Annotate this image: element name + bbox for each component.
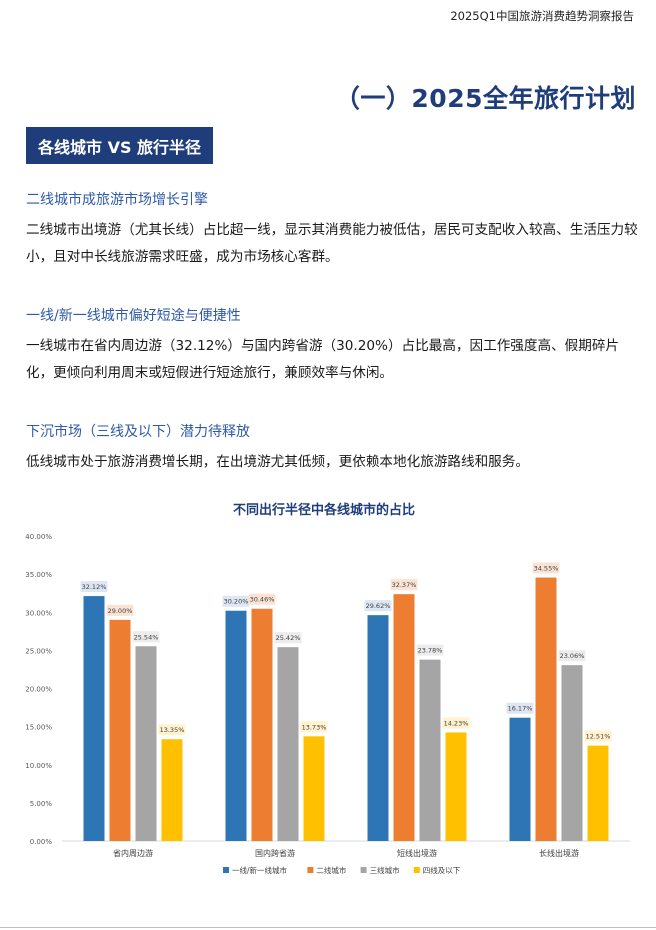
legend-label: 二线城市 xyxy=(316,865,346,875)
legend-swatch xyxy=(360,867,367,873)
y-tick-label: 10.00% xyxy=(25,762,52,770)
insight-text: 低线城市处于旅游消费增长期，在出境游尤其低频，更依赖本地化旅游路线和服务。 xyxy=(26,454,529,470)
section-title: （一）2025全年旅行计划 xyxy=(334,84,636,113)
data-label: 32.12% xyxy=(82,583,107,591)
data-label: 13.35% xyxy=(160,726,185,734)
bar xyxy=(587,745,609,841)
data-label: 16.17% xyxy=(508,705,533,713)
data-label-bg xyxy=(416,644,444,656)
bar xyxy=(509,717,531,841)
data-label: 12.51% xyxy=(586,733,611,741)
insight-heading: 一线/新一线城市偏好短途与便捷性 xyxy=(26,308,241,324)
legend-label: 一线/新一线城市 xyxy=(232,865,288,875)
x-tick-label: 长线出境游 xyxy=(539,848,579,858)
data-label: 23.06% xyxy=(560,652,585,660)
y-tick-label: 30.00% xyxy=(25,609,52,617)
data-label-bg xyxy=(390,579,418,591)
bar xyxy=(83,596,105,841)
legend-swatch xyxy=(223,867,229,873)
data-label-bg xyxy=(274,632,302,644)
insight-text: 一线城市在省内周边游（32.12%）与国内跨省游（30.20%）占比最高，因工作… xyxy=(26,338,620,381)
x-tick-label: 短线出境游 xyxy=(397,848,437,858)
legend-label: 四线及以下 xyxy=(423,865,461,875)
legend-swatch xyxy=(307,867,314,873)
data-label: 23.78% xyxy=(418,647,443,655)
data-label-bg xyxy=(442,717,470,729)
data-label-bg xyxy=(300,721,328,733)
subsection-badge: 各线城市 VS 旅行半径 xyxy=(26,127,214,164)
insight-block-3: 下沉市场（三线及以下）潜力待释放 低线城市处于旅游消费增长期，在出境游尤其低频，… xyxy=(26,421,638,476)
data-label: 29.00% xyxy=(108,607,133,615)
data-label-bg xyxy=(132,631,160,643)
data-label-bg xyxy=(158,724,186,736)
y-tick-label: 25.00% xyxy=(25,647,52,655)
y-tick-label: 35.00% xyxy=(25,571,52,579)
insight-heading: 二线城市成旅游市场增长引擎 xyxy=(26,192,208,208)
bar xyxy=(161,739,183,841)
bar xyxy=(225,610,247,841)
data-label-bg xyxy=(364,600,392,612)
y-tick-label: 15.00% xyxy=(25,724,52,732)
data-label: 25.42% xyxy=(276,634,301,642)
y-tick-label: 20.00% xyxy=(25,686,52,694)
data-label: 30.46% xyxy=(250,596,275,604)
x-tick-label: 省内周边游 xyxy=(113,848,153,858)
bar xyxy=(445,732,467,841)
insight-heading: 下沉市场（三线及以下）潜力待释放 xyxy=(26,424,250,440)
bar xyxy=(135,646,157,841)
report-header-title: 2025Q1中国旅游消费趋势洞察报告 xyxy=(450,9,634,23)
data-label-bg xyxy=(248,593,276,605)
bar-chart: 不同出行半径中各线城市的占比 0.00% 5.00% 10.00% 15.00% 20.0… xyxy=(18,495,638,890)
bar-chart-svg: 不同出行半径中各线城市的占比 0.00% 5.00% 10.00% 15.00% 20.0… xyxy=(25,502,630,875)
insight-block-1: 二线城市成旅游市场增长引擎 二线城市出境游（尤其长线）占比超一线，显示其消费能力… xyxy=(26,189,638,271)
bar xyxy=(367,615,389,841)
data-label: 14.23% xyxy=(444,719,469,727)
data-label-bg xyxy=(506,702,534,714)
data-label: 30.20% xyxy=(224,598,249,606)
chart-title: 不同出行半径中各线城市的占比 xyxy=(233,502,415,518)
bar xyxy=(251,608,273,841)
legend-swatch xyxy=(413,867,420,873)
data-label-bg xyxy=(80,581,108,593)
x-tick-label: 国内跨省游 xyxy=(255,848,295,858)
data-label: 25.54% xyxy=(134,633,159,641)
page-bottom-rule xyxy=(0,927,656,928)
data-label-bg xyxy=(532,562,560,574)
legend-label: 三线城市 xyxy=(370,865,400,875)
bar xyxy=(393,594,415,841)
bar xyxy=(535,577,557,841)
bar xyxy=(561,665,583,841)
y-tick-label: 0.00% xyxy=(30,838,53,846)
y-tick-label: 5.00% xyxy=(30,800,53,808)
bar xyxy=(303,736,325,841)
bar xyxy=(277,647,299,841)
data-label: 13.73% xyxy=(302,723,327,731)
bar xyxy=(419,659,441,841)
data-label-bg xyxy=(222,595,250,607)
bar xyxy=(109,619,131,841)
insight-text: 二线城市出境游（尤其长线）占比超一线，显示其消费能力被低估，居民可支配收入较高、… xyxy=(26,222,638,265)
data-label-bg xyxy=(558,650,586,662)
data-label-bg xyxy=(106,604,134,616)
data-label-bg xyxy=(584,730,612,742)
data-label: 29.62% xyxy=(366,602,391,610)
insight-block-2: 一线/新一线城市偏好短途与便捷性 一线城市在省内周边游（32.12%）与国内跨省… xyxy=(26,305,638,387)
data-label: 32.37% xyxy=(392,581,417,589)
data-label: 34.55% xyxy=(534,565,559,573)
y-tick-label: 40.00% xyxy=(25,533,52,541)
